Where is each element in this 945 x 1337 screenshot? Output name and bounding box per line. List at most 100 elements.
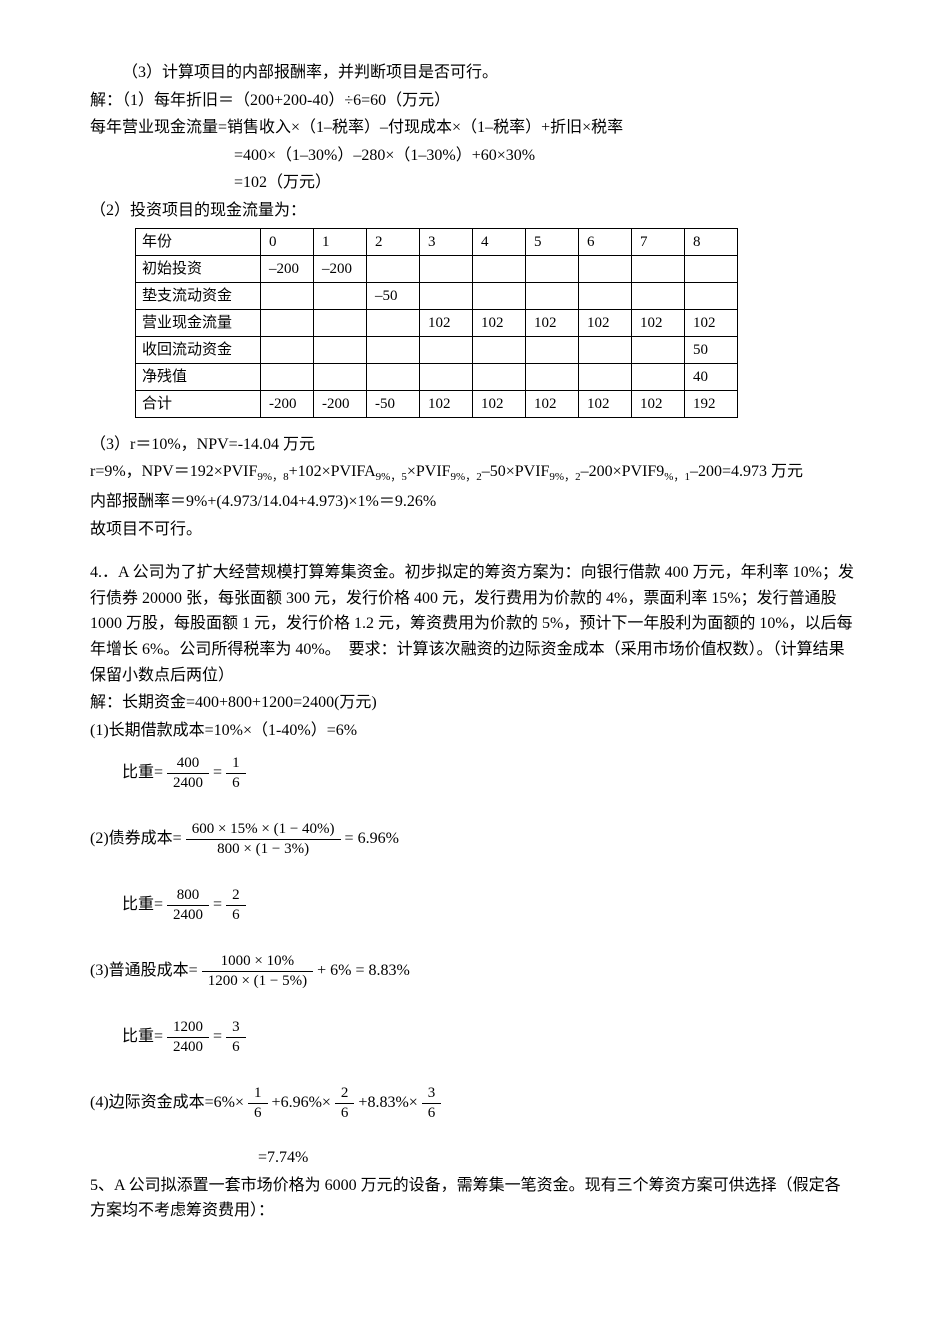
fraction: 8002400 — [167, 887, 209, 923]
table-row: 初始投资–200–200 — [136, 255, 738, 282]
text: +102×PVIFA — [289, 463, 376, 480]
denominator: 6 — [226, 774, 246, 792]
cell: 5 — [526, 228, 579, 255]
cell: 192 — [685, 390, 738, 417]
cell: 102 — [685, 309, 738, 336]
cell-year-label: 年份 — [136, 228, 261, 255]
cell — [526, 336, 579, 363]
row-label: 垫支流动资金 — [136, 282, 261, 309]
denominator: 6 — [335, 1104, 355, 1122]
text: r=9%，NPV＝192×PVIF — [90, 463, 257, 480]
fraction: 16 — [248, 1085, 268, 1121]
table-row: 收回流动资金 50 — [136, 336, 738, 363]
denominator: 2400 — [167, 774, 209, 792]
table-row: 年份 0 1 2 3 4 5 6 7 8 — [136, 228, 738, 255]
text: –50×PVIF — [482, 463, 550, 480]
cell — [314, 309, 367, 336]
cell — [579, 363, 632, 390]
numerator: 3 — [226, 1019, 246, 1038]
numerator: 1000 × 10% — [202, 953, 313, 972]
cell — [526, 282, 579, 309]
weight-label: 比重= — [122, 760, 163, 786]
q3-2: （2）投资项目的现金流量为： — [90, 198, 855, 224]
cell: –50 — [367, 282, 420, 309]
text: –200=4.973 万元 — [690, 463, 803, 480]
cell — [473, 255, 526, 282]
problem5-title: 5、A 公司拟添置一套市场价格为 6000 万元的设备，需筹集一笔资金。现有三个… — [90, 1173, 855, 1224]
denominator: 2400 — [167, 906, 209, 924]
irr: 内部报酬率＝9%+(4.973/14.04+4.973)×1%＝9.26% — [90, 489, 855, 515]
cell: 102 — [473, 309, 526, 336]
cell — [314, 282, 367, 309]
row-label: 净残值 — [136, 363, 261, 390]
cell — [367, 255, 420, 282]
fraction: 1000 × 10%1200 × (1 − 5%) — [202, 953, 313, 989]
fraction: 26 — [335, 1085, 355, 1121]
cell — [314, 336, 367, 363]
row-label: 合计 — [136, 390, 261, 417]
npv-r10: （3）r＝10%，NPV=-14.04 万元 — [90, 432, 855, 458]
cell — [473, 363, 526, 390]
fraction: 36 — [422, 1085, 442, 1121]
conclusion: 故项目不可行。 — [90, 517, 855, 543]
fraction: 12002400 — [167, 1019, 209, 1055]
cell — [420, 363, 473, 390]
p4-item3: (3)普通股成本= 1000 × 10%1200 × (1 − 5%) + 6%… — [90, 947, 855, 995]
text: –200×PVIF9 — [581, 463, 665, 480]
cell: 6 — [579, 228, 632, 255]
denominator: 6 — [226, 906, 246, 924]
cell — [579, 255, 632, 282]
cell — [261, 309, 314, 336]
weight2: 比重= 8002400 = 26 — [90, 881, 855, 929]
table-row: 垫支流动资金 –50 — [136, 282, 738, 309]
row-label: 初始投资 — [136, 255, 261, 282]
equals: = — [213, 892, 222, 918]
cell — [685, 282, 738, 309]
cell: 8 — [685, 228, 738, 255]
cell: 0 — [261, 228, 314, 255]
denominator: 6 — [248, 1104, 268, 1122]
text: ×PVIF — [407, 463, 451, 480]
fraction: 600 × 15% × (1 − 40%)800 × (1 − 3%) — [186, 821, 341, 857]
cell: -200 — [261, 390, 314, 417]
cell — [632, 336, 685, 363]
weight1: 比重= 4002400 = 16 — [90, 749, 855, 797]
denominator: 2400 — [167, 1038, 209, 1056]
subscript: 9%，2 — [451, 471, 482, 483]
cell — [632, 363, 685, 390]
numerator: 600 × 15% × (1 − 40%) — [186, 821, 341, 840]
table-row: 合计-200-200-50102102102102102192 — [136, 390, 738, 417]
subscript: %，1 — [664, 471, 690, 483]
cell — [261, 336, 314, 363]
subscript: 9%，2 — [549, 471, 580, 483]
cell: 2 — [367, 228, 420, 255]
denominator: 1200 × (1 − 5%) — [202, 972, 313, 990]
p4-item4: (4)边际资金成本=6%× 16 +6.96%× 26 +8.83%× 36 — [90, 1079, 855, 1127]
npv-r9: r=9%，NPV＝192×PVIF9%，8+102×PVIFA9%，5×PVIF… — [90, 459, 855, 487]
cell — [526, 363, 579, 390]
p4-item1: (1)长期借款成本=10%×（1-40%）=6% — [90, 718, 855, 744]
row-label: 收回流动资金 — [136, 336, 261, 363]
cell: 50 — [685, 336, 738, 363]
cell — [420, 282, 473, 309]
sol1: 解：（1）每年折旧＝（200+200-40）÷6=60（万元） — [90, 88, 855, 114]
label: (2)债券成本= — [90, 826, 182, 852]
problem4-title: 4.．A 公司为了扩大经营规模打算筹集资金。初步拟定的筹资方案为：向银行借款 4… — [90, 560, 855, 688]
numerator: 1 — [226, 755, 246, 774]
cashflow-table: 年份 0 1 2 3 4 5 6 7 8 初始投资–200–200垫支流动资金–… — [135, 228, 738, 418]
cell: –200 — [314, 255, 367, 282]
q3-3: （3）计算项目的内部报酬率，并判断项目是否可行。 — [90, 60, 855, 86]
denominator: 6 — [422, 1104, 442, 1122]
cell: -200 — [314, 390, 367, 417]
cell — [473, 282, 526, 309]
p4-sol: 解：长期资金=400+800+1200=2400(万元) — [90, 690, 855, 716]
numerator: 2 — [226, 887, 246, 906]
numerator: 400 — [167, 755, 209, 774]
result: = 6.96% — [345, 826, 399, 852]
fraction: 4002400 — [167, 755, 209, 791]
cell — [579, 336, 632, 363]
weight-label: 比重= — [122, 892, 163, 918]
numerator: 1 — [248, 1085, 268, 1104]
denominator: 800 × (1 − 3%) — [186, 840, 341, 858]
equals: = — [213, 1024, 222, 1050]
